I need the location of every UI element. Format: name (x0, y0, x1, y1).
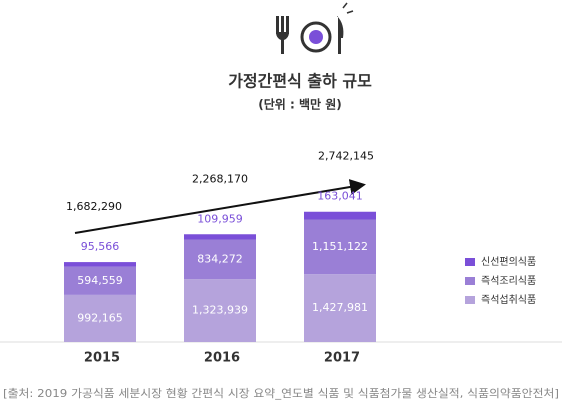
fork-tine (286, 16, 289, 34)
legend-label: 신선편의식품 (481, 256, 536, 268)
sparkle (346, 10, 354, 14)
bar-segment (304, 211, 376, 220)
chart-title: 가정간편식 출하 규모 (228, 72, 372, 91)
value-label: 109,959 (197, 212, 243, 225)
fork-tine (281, 16, 284, 34)
sparkle (342, 2, 348, 9)
legend-swatch (465, 296, 475, 304)
source-note: [출처: 2019 가공식품 세분시장 현황 간편식 시장 요약_연도별 식품 … (3, 386, 559, 400)
value-label: 1,323,939 (192, 304, 248, 317)
total-label: 2,268,170 (192, 172, 248, 185)
bar-segment (184, 279, 256, 342)
plate (300, 21, 332, 53)
bar-segment (304, 219, 376, 275)
total-label: 2,742,145 (318, 150, 374, 163)
bar-segment (184, 239, 256, 280)
value-label: 95,566 (81, 240, 120, 253)
value-label: 163,041 (317, 190, 363, 203)
legend-label: 즉석섭취식품 (481, 294, 536, 306)
legend-swatch (465, 258, 475, 266)
bar-segment (184, 234, 256, 240)
trend-arrow (74, 179, 366, 234)
value-label: 594,559 (77, 274, 123, 287)
value-label: 834,272 (197, 252, 243, 265)
plate-center (309, 30, 323, 44)
x-tick-label: 2017 (324, 351, 360, 366)
value-label: 1,151,122 (312, 240, 368, 253)
bar-segment (64, 266, 136, 295)
bar-segment (64, 262, 136, 267)
total-label: 1,682,290 (66, 200, 122, 213)
value-label: 1,427,981 (312, 301, 368, 314)
value-label: 992,165 (77, 311, 123, 324)
x-tick-label: 2015 (84, 351, 120, 366)
fork-handle (276, 32, 289, 54)
icon (276, 2, 354, 54)
chart-subtitle: (단위 : 백만 원) (258, 97, 342, 112)
fork-tine (276, 16, 279, 34)
bar-segment (304, 274, 376, 342)
legend-label: 즉석조리식품 (481, 275, 536, 287)
legend-swatch (465, 277, 475, 285)
knife (337, 16, 344, 54)
bar-segment (64, 294, 136, 342)
x-tick-label: 2016 (204, 351, 240, 366)
